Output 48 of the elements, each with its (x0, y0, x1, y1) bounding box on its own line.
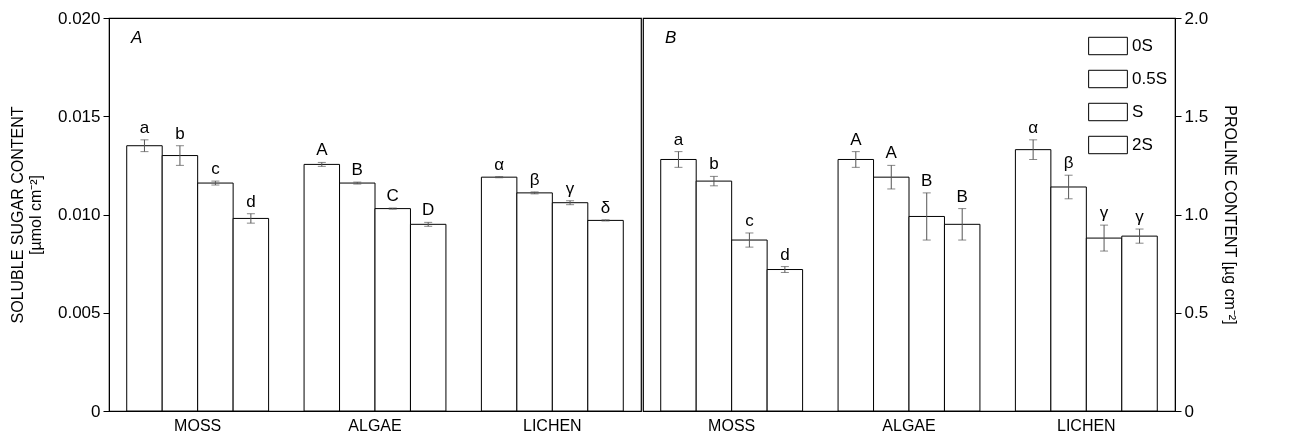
data-label: B (351, 160, 363, 180)
data-label: a (673, 129, 684, 149)
y-axis-title: SOLUBLE SUGAR CONTENT [µmol cm⁻²] (8, 106, 44, 324)
data-label: c (211, 159, 221, 179)
data-label: A (316, 140, 329, 160)
data-label: β (1063, 153, 1074, 173)
legend-label: 2S (1132, 135, 1153, 154)
x-tick-label: LICHEN (522, 416, 582, 434)
y2-axis-title: PROLINE CONTENT [µg cm⁻²] (1222, 105, 1240, 325)
y2-tick-label: 1.0 (1184, 205, 1209, 224)
data-label: α (1028, 117, 1039, 137)
y2-tick-label: 2.0 (1184, 8, 1209, 28)
data-label: A (885, 143, 898, 163)
data-label: γ (565, 178, 575, 198)
annotation: B (665, 28, 677, 47)
x-tick-label: MOSS (174, 416, 222, 434)
data-label: β (529, 169, 540, 189)
data-label: d (246, 191, 256, 211)
y-tick-label: 0.015 (57, 106, 101, 126)
data-label: D (422, 200, 435, 220)
y2-tick-label: 0 (1184, 401, 1194, 421)
data-label: γ (1099, 203, 1109, 223)
y-tick-label: 0.010 (57, 205, 101, 224)
data-label: a (139, 117, 150, 137)
y-tick-label: 0.005 (57, 303, 101, 323)
data-label: δ (600, 197, 611, 217)
y-tick-label: 0.020 (57, 8, 101, 28)
data-label: b (175, 123, 185, 143)
data-label: b (709, 154, 719, 174)
x-tick-label: ALGAE (348, 416, 402, 434)
data-label: A (850, 129, 863, 149)
annotation: A (130, 28, 143, 47)
data-label: C (386, 186, 399, 206)
data-label: γ (1135, 207, 1145, 227)
data-label: α (494, 154, 505, 174)
y-tick-label: 0 (91, 401, 101, 421)
data-label: c (745, 210, 755, 230)
legend-label: 0.5S (1132, 69, 1167, 88)
data-label: d (780, 244, 790, 264)
x-tick-label: MOSS (708, 416, 756, 434)
y2-tick-label: 0.5 (1184, 303, 1209, 323)
legend-label: 0S (1132, 36, 1153, 55)
data-label: B (956, 186, 968, 206)
x-tick-label: ALGAE (882, 416, 936, 434)
legend-label: S (1132, 102, 1144, 121)
x-tick-label: LICHEN (1056, 416, 1116, 434)
y2-tick-label: 1.5 (1184, 106, 1209, 126)
data-label: B (921, 170, 933, 190)
